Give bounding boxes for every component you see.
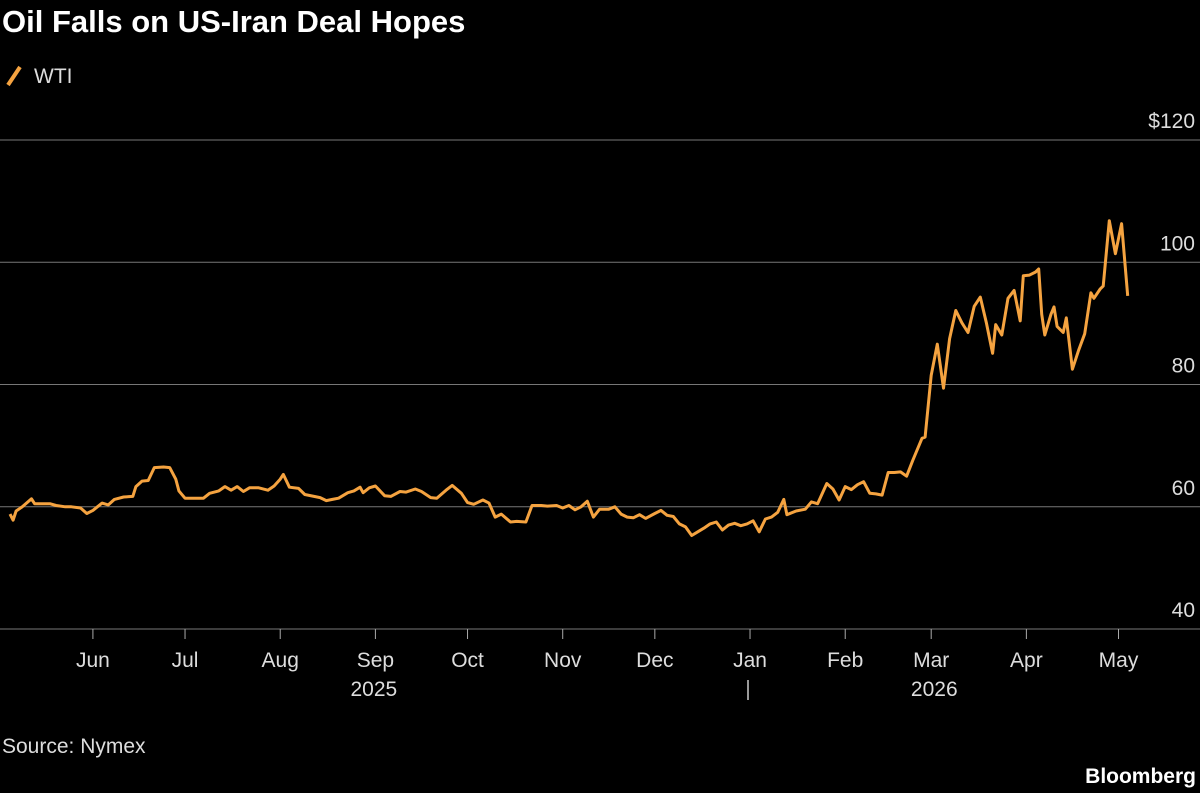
chart-title: Oil Falls on US-Iran Deal Hopes: [2, 4, 465, 39]
y-tick-label: 80: [1172, 355, 1195, 378]
x-tick-label: Jan: [733, 649, 767, 672]
y-tick-label: 40: [1172, 599, 1195, 622]
x-tick-label: Dec: [636, 649, 673, 672]
line-series: [8, 219, 1130, 537]
x-tick-label: Oct: [451, 649, 484, 672]
legend-label: WTI: [34, 65, 72, 88]
x-tick-label: Feb: [827, 649, 863, 672]
brand: Bloomberg: [1085, 765, 1196, 788]
y-tick-label: 60: [1172, 477, 1195, 500]
x-tick-label: Jul: [172, 649, 199, 672]
y-tick-label: $120: [1148, 110, 1195, 133]
x-tick-label: Mar: [913, 649, 949, 672]
y-tick-label: 100: [1160, 232, 1195, 255]
legend-swatch: [6, 65, 22, 87]
x-group-label: 2026: [911, 678, 958, 701]
x-tick-label: Apr: [1010, 649, 1043, 672]
x-group-label: 2025: [351, 678, 398, 701]
source: Source: Nymex: [2, 735, 146, 758]
x-tick-label: Nov: [544, 649, 582, 672]
x-tick-label: Aug: [262, 649, 299, 672]
x-tick-label: Jun: [76, 649, 110, 672]
x-tick-label: May: [1099, 649, 1139, 672]
x-tick-label: Sep: [357, 649, 394, 672]
